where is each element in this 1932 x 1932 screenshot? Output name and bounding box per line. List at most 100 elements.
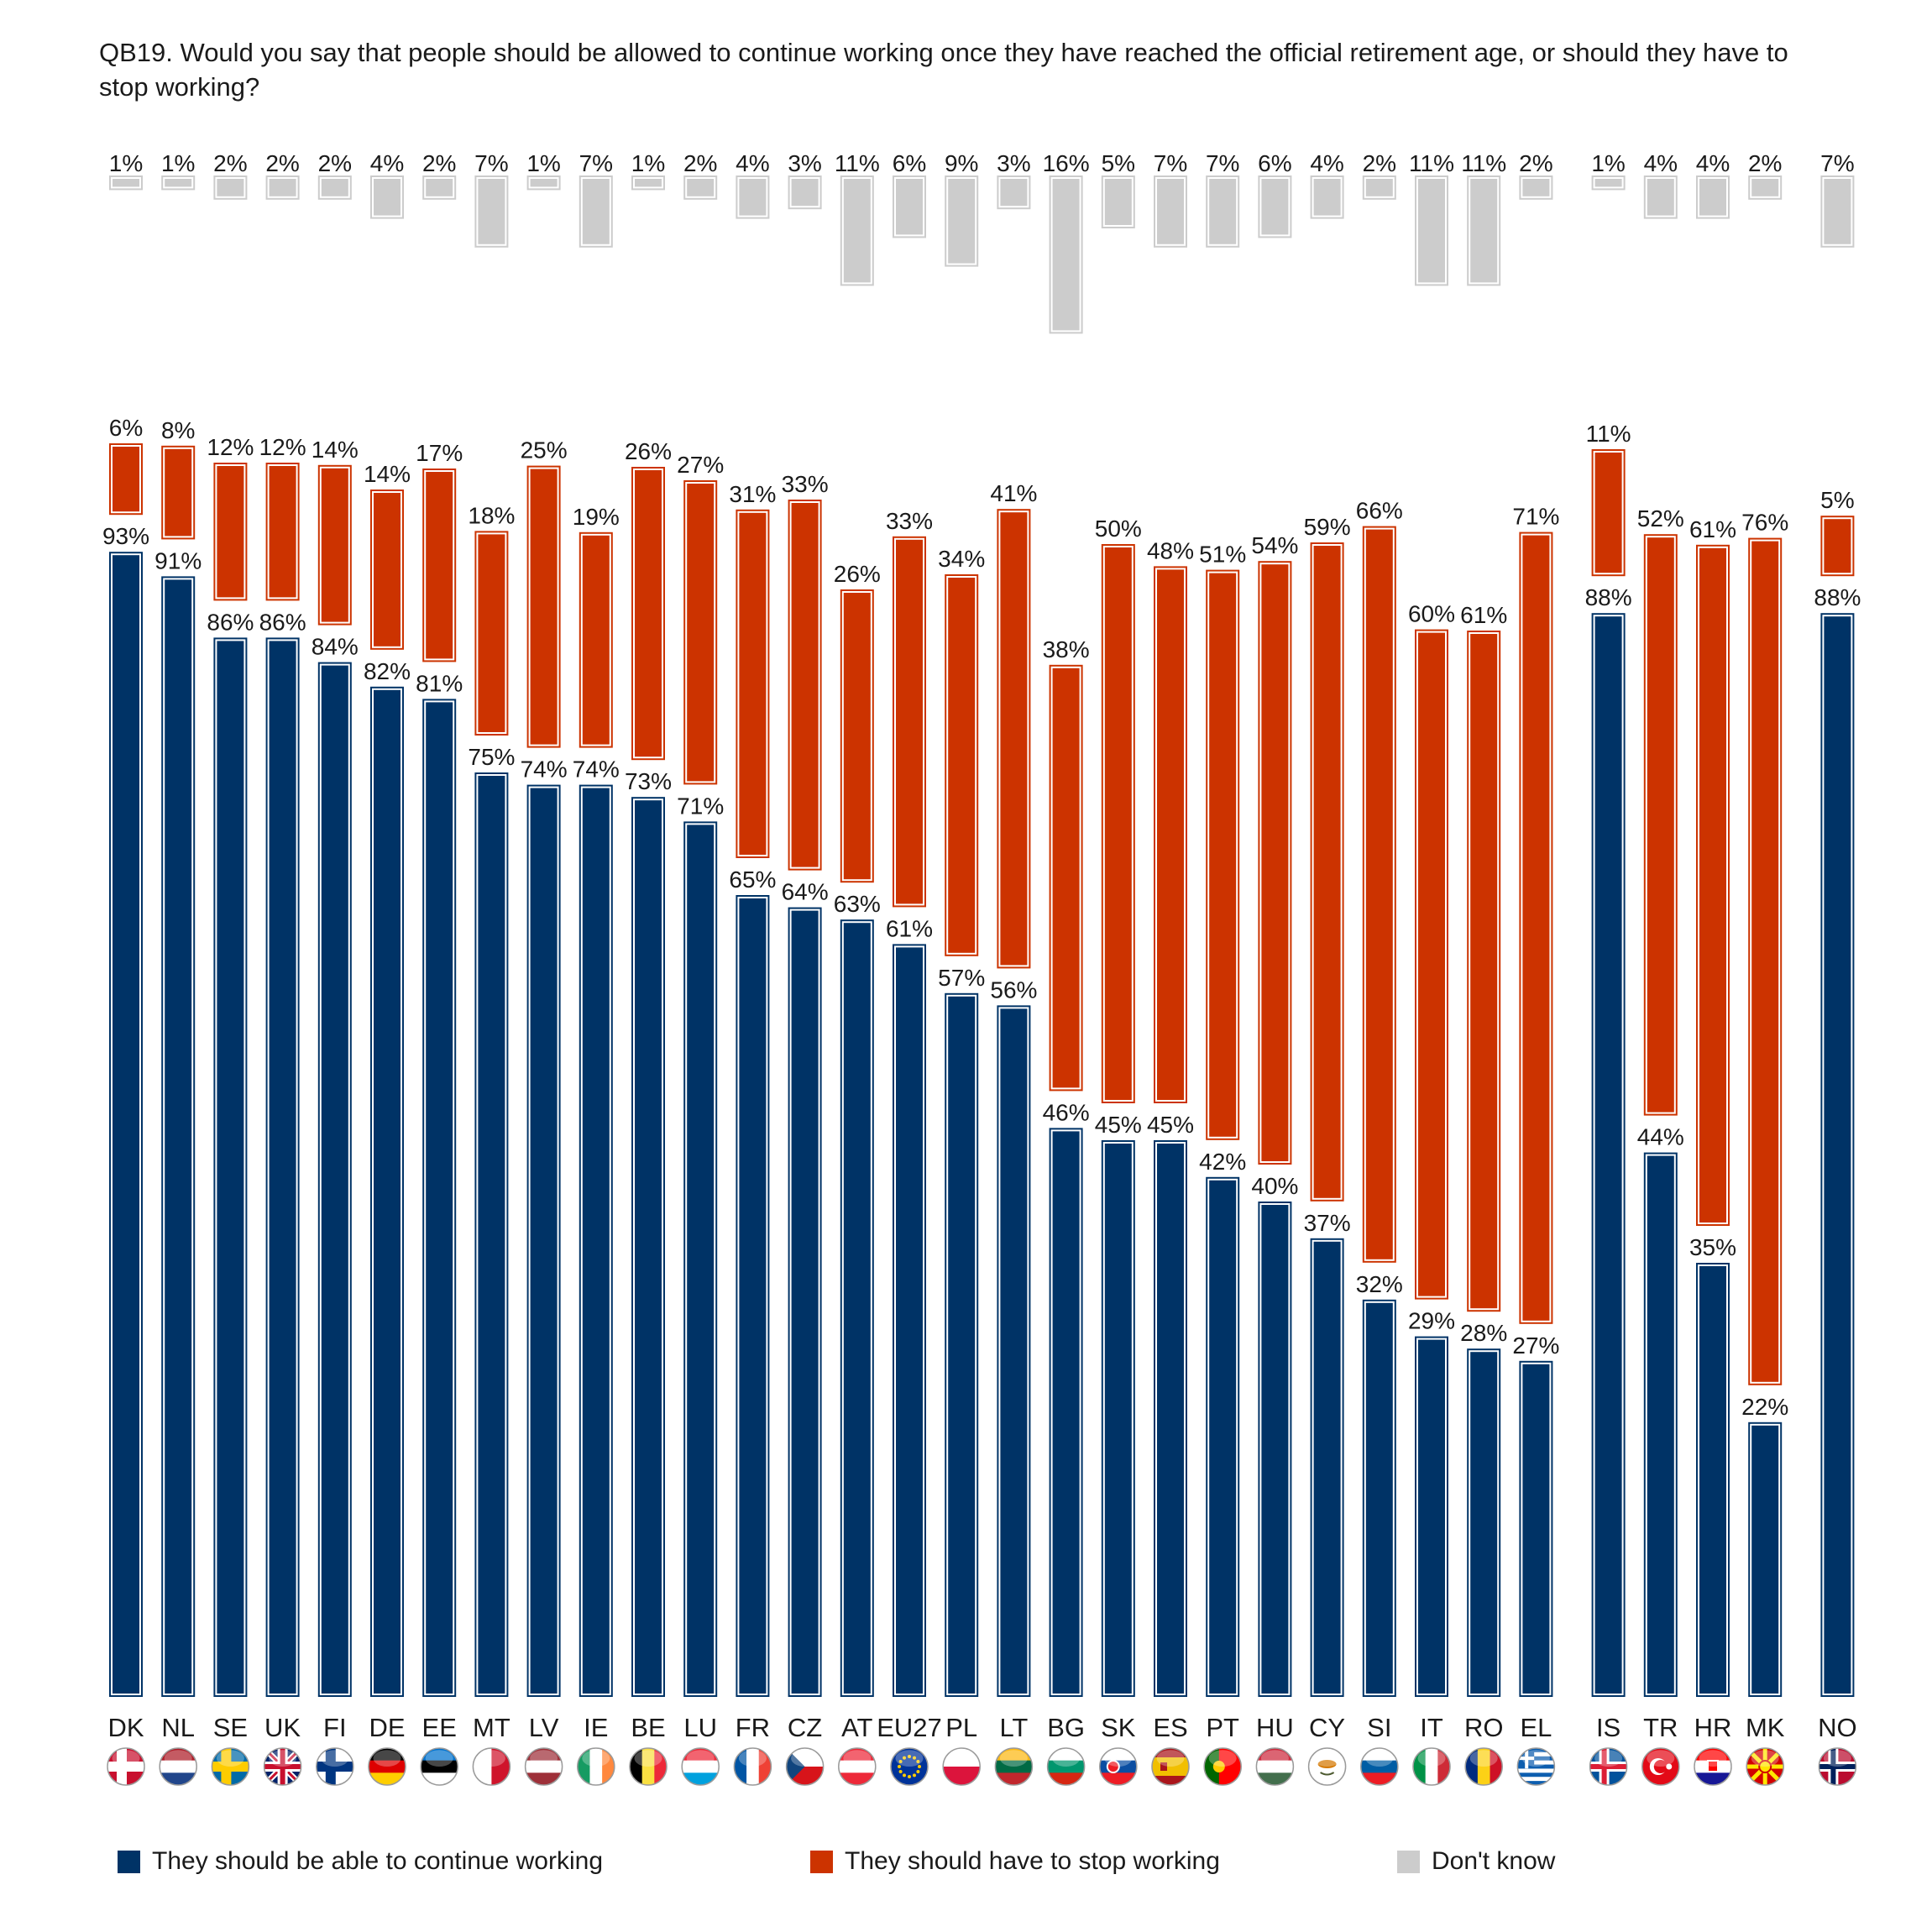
bar-continue-mt	[474, 772, 509, 1697]
value-label-dont-know-be: 1%	[631, 150, 665, 176]
value-label-dont-know-no: 7%	[1820, 150, 1854, 176]
bar-continue-eu27-fill	[896, 947, 923, 1694]
bar-continue-ee	[422, 699, 457, 1697]
bar-dont-know-fi	[317, 175, 352, 200]
bar-stop-is	[1591, 449, 1626, 577]
bar-dont-know-mt	[474, 175, 509, 248]
bar-continue-hr-fill	[1699, 1266, 1726, 1694]
bar-dont-know-lt-fill	[1000, 179, 1028, 207]
italy-flag-icon	[1412, 1747, 1451, 1786]
bar-stop-ro	[1467, 631, 1501, 1312]
bar-dont-know-lu	[683, 175, 718, 200]
bar-dont-know-it	[1415, 175, 1448, 286]
bar-stop-at	[840, 589, 874, 883]
bar-stop-pl-fill	[948, 578, 976, 953]
france-flag-icon	[733, 1747, 772, 1786]
bar-continue-mt-fill	[478, 776, 505, 1694]
value-label-stop-el: 71%	[1512, 504, 1559, 530]
bar-continue-cz-fill	[791, 910, 819, 1694]
bar-stop-ie-fill	[582, 535, 610, 745]
value-label-dont-know-is: 1%	[1591, 150, 1625, 176]
value-label-dont-know-bg: 16%	[1043, 150, 1090, 176]
bar-stop-ee	[422, 469, 457, 662]
bar-continue-bg	[1049, 1128, 1083, 1697]
legend-item-stop: They should have to stop working	[810, 1847, 1220, 1876]
romania-flag-icon	[1464, 1747, 1503, 1786]
bar-continue-ee-fill	[426, 702, 453, 1694]
bar-continue-mk	[1748, 1422, 1783, 1697]
croatia-flag-icon	[1694, 1747, 1732, 1786]
bar-dont-know-ro-fill	[1470, 179, 1498, 283]
sweden-flag-icon	[211, 1747, 250, 1786]
bar-stop-lt-fill	[1000, 512, 1028, 966]
value-label-continue-nl: 91%	[154, 547, 202, 573]
value-label-continue-hr: 35%	[1689, 1234, 1736, 1260]
turkey-flag-icon	[1641, 1747, 1680, 1786]
bar-stop-dk	[109, 443, 143, 516]
bar-dont-know-dk-fill	[113, 179, 139, 187]
chart-question: QB19. Would you say that people should b…	[99, 38, 1788, 102]
bar-stop-pl	[945, 574, 979, 956]
bar-dont-know-sk	[1101, 175, 1135, 228]
legend: They should be able to continue working …	[118, 1847, 1881, 1889]
category-label-se: SE	[213, 1713, 248, 1742]
latvia-flag-icon	[524, 1747, 563, 1786]
bar-dont-know-at-fill	[843, 179, 871, 283]
category-label-mk: MK	[1746, 1713, 1785, 1742]
category-label-it: IT	[1420, 1713, 1443, 1742]
bar-stop-hr-fill	[1699, 547, 1726, 1223]
bar-dont-know-lt	[997, 175, 1031, 210]
value-label-continue-cz: 64%	[782, 879, 829, 905]
bar-continue-sk-fill	[1104, 1144, 1132, 1694]
bar-continue-cy-fill	[1313, 1241, 1341, 1694]
flags	[107, 1747, 1857, 1786]
bar-stop-se	[213, 463, 248, 601]
value-label-stop-cy: 59%	[1304, 514, 1351, 540]
malta-flag-icon	[472, 1747, 511, 1786]
bar-continue-pt-fill	[1209, 1180, 1237, 1694]
bar-stop-lu	[683, 480, 718, 785]
bar-dont-know-be	[631, 175, 665, 191]
bar-continue-fr-fill	[739, 898, 767, 1694]
category-label-de: DE	[369, 1713, 405, 1742]
bar-stop-fi	[317, 464, 352, 626]
value-label-stop-no: 5%	[1820, 487, 1854, 513]
value-label-continue-dk: 93%	[102, 523, 149, 549]
bar-continue-ie-fill	[582, 788, 610, 1694]
value-label-dont-know-pl: 9%	[945, 150, 978, 176]
bar-dont-know-hr-fill	[1699, 179, 1726, 216]
bar-stop-it	[1415, 629, 1448, 1300]
bar-dont-know-is	[1591, 175, 1626, 191]
bar-continue-lv-fill	[530, 788, 558, 1694]
value-label-stop-pt: 51%	[1199, 542, 1246, 568]
value-label-dont-know-mt: 7%	[474, 150, 508, 176]
value-label-continue-lv: 74%	[521, 757, 568, 783]
bar-dont-know-pl	[945, 175, 979, 267]
bar-continue-si	[1362, 1299, 1396, 1697]
bar-continue-it	[1415, 1336, 1448, 1697]
bar-dont-know-ie	[579, 175, 613, 248]
cyprus-flag-icon	[1307, 1747, 1347, 1786]
bar-continue-nl-fill	[165, 579, 192, 1694]
value-label-stop-cz: 33%	[782, 471, 829, 497]
value-label-dont-know-nl: 1%	[161, 150, 195, 176]
value-label-continue-eu27: 61%	[886, 915, 933, 941]
bar-continue-de-fill	[374, 689, 401, 1694]
bar-dont-know-ro	[1467, 175, 1501, 286]
bar-continue-si-fill	[1365, 1302, 1393, 1694]
legend-swatch-stop	[810, 1850, 833, 1873]
bar-stop-es	[1154, 566, 1187, 1103]
bar-continue-es-fill	[1157, 1144, 1184, 1694]
bar-continue-is	[1591, 613, 1626, 1698]
value-label-stop-pl: 34%	[938, 546, 985, 572]
bar-continue-is-fill	[1594, 616, 1622, 1694]
legend-item-continue: They should be able to continue working	[118, 1847, 603, 1876]
value-label-stop-ee: 17%	[416, 440, 463, 466]
bar-stop-fr-fill	[739, 512, 767, 855]
category-labels: DK NL SE UK FI DE EE MT LV IE BE LU FR CZ AT EU27 PL LT BG…	[107, 1713, 1856, 1742]
legend-item-dont-know: Don't know	[1397, 1847, 1555, 1876]
bar-stop-ee-fill	[426, 472, 453, 659]
bar-dont-know-lu-fill	[687, 179, 715, 196]
bar-dont-know-mk-fill	[1751, 179, 1779, 196]
category-label-pt: PT	[1206, 1713, 1239, 1742]
